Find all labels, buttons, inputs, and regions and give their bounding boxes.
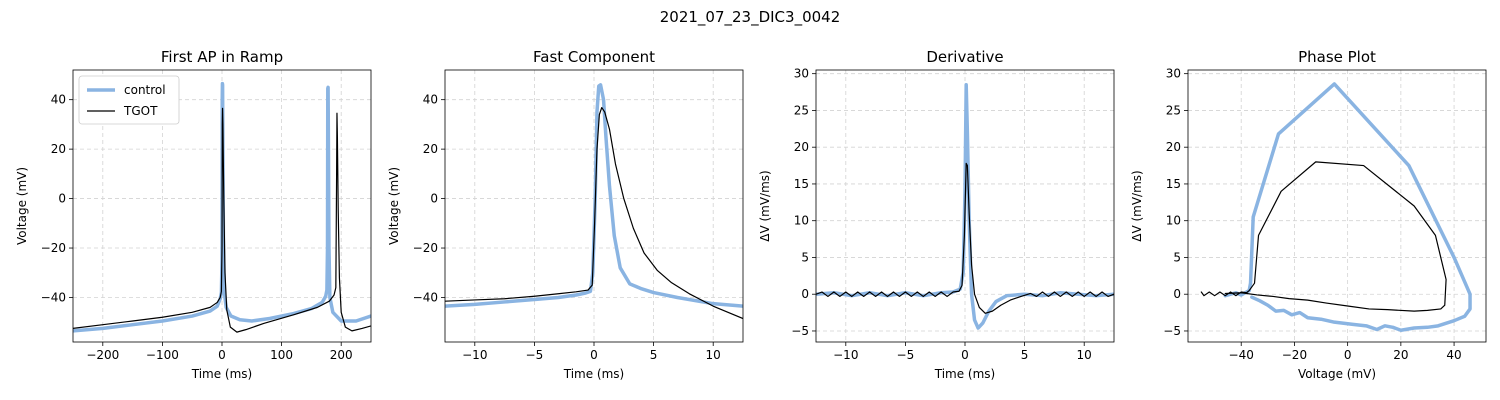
y-axis-label: Voltage (mV) [15,167,29,245]
y-tick-label: −40 [41,290,66,304]
y-tick-label: 0 [58,192,66,206]
x-tick-label: 10 [706,348,721,362]
y-tick-label: 30 [794,67,809,81]
panel-fast-component: −10 −5 0 5 10 −40 −20 0 20 40 Fast Component Time (… [387,48,744,381]
panel-derivative: −10 −5 0 5 10 −5 0 5 10 15 20 25 30 Derivative Time (m… [758,48,1115,381]
panel-title: Derivative [926,48,1003,66]
legend-label-tgot: TGOT [123,104,158,118]
x-tick-label: 40 [1446,348,1461,362]
x-tick-label: 0 [218,348,226,362]
y-tick-label: 20 [423,142,438,156]
legend: control TGOT [78,75,180,125]
x-axis-label: Voltage (mV) [1298,367,1376,381]
series-line-control [1223,82,1472,332]
y-tick-label: 40 [423,93,438,107]
y-tick-label: 0 [430,192,438,206]
x-tick-label: 5 [650,348,658,362]
series-line-tgot [445,106,743,320]
y-tick-label: 20 [1166,140,1181,154]
series-line-control [73,81,371,333]
x-axis-label: Time (ms) [191,367,253,381]
x-tick-label: 10 [1077,348,1092,362]
panel-title: Phase Plot [1298,48,1376,66]
series-line-control [445,83,743,308]
x-tick-label: −10 [833,348,858,362]
legend-label-control: control [124,83,166,97]
x-tick-label: 20 [1393,348,1408,362]
x-tick-label: 0 [961,348,969,362]
x-tick-label: −5 [897,348,915,362]
x-tick-label: −20 [1282,348,1307,362]
y-tick-label: 20 [794,140,809,154]
series-line-tgot [73,107,371,333]
x-tick-label: 0 [590,348,598,362]
x-tick-label: −5 [526,348,544,362]
y-tick-label: 5 [1173,250,1181,264]
y-tick-label: 10 [794,214,809,228]
x-tick-label: 200 [330,348,353,362]
y-tick-label: 25 [794,103,809,117]
x-tick-label: −40 [1229,348,1254,362]
y-axis-label: ΔV (mV/ms) [1130,170,1144,241]
x-axis-label: Time (ms) [563,367,625,381]
y-axis-label: Voltage (mV) [387,167,401,245]
y-tick-label: 5 [801,250,809,264]
y-tick-label: 0 [1173,287,1181,301]
legend-box [78,75,180,125]
y-axis-label: ΔV (mV/ms) [758,170,772,241]
panel-title: Fast Component [533,48,655,66]
x-tick-label: 100 [270,348,293,362]
y-tick-label: 30 [1166,67,1181,81]
panel-phase-plot: −40 −20 0 20 40 −5 0 5 10 15 20 25 30 Phase Plot Volta… [1130,48,1487,381]
x-tick-label: −200 [86,348,119,362]
y-tick-label: 40 [51,93,66,107]
y-tick-label: 15 [1166,177,1181,191]
y-tick-label: 20 [51,142,66,156]
figure-suptitle: 2021_07_23_DIC3_0042 [660,8,841,27]
x-tick-label: −10 [462,348,487,362]
axes-frame [1187,69,1487,343]
x-tick-label: 0 [1344,348,1352,362]
panel-title: First AP in Ramp [161,48,283,66]
y-tick-label: 10 [1166,214,1181,228]
y-tick-label: 0 [801,287,809,301]
y-tick-label: −20 [413,241,438,255]
series-line-tgot [816,162,1114,314]
y-tick-label: −5 [791,324,809,338]
y-tick-label: −5 [1163,324,1181,338]
y-tick-label: 25 [1166,103,1181,117]
x-tick-label: 5 [1021,348,1029,362]
y-tick-label: 15 [794,177,809,191]
x-tick-label: −100 [146,348,179,362]
y-tick-label: −20 [41,241,66,255]
series-line-tgot [1200,161,1447,312]
y-tick-label: −40 [413,290,438,304]
x-axis-label: Time (ms) [934,367,996,381]
